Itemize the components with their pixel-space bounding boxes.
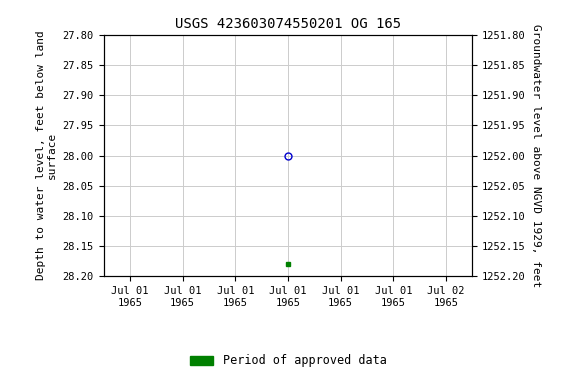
- Title: USGS 423603074550201 OG 165: USGS 423603074550201 OG 165: [175, 17, 401, 31]
- Y-axis label: Groundwater level above NGVD 1929, feet: Groundwater level above NGVD 1929, feet: [531, 24, 541, 287]
- Legend: Period of approved data: Period of approved data: [185, 350, 391, 372]
- Y-axis label: Depth to water level, feet below land
surface: Depth to water level, feet below land su…: [36, 31, 57, 280]
